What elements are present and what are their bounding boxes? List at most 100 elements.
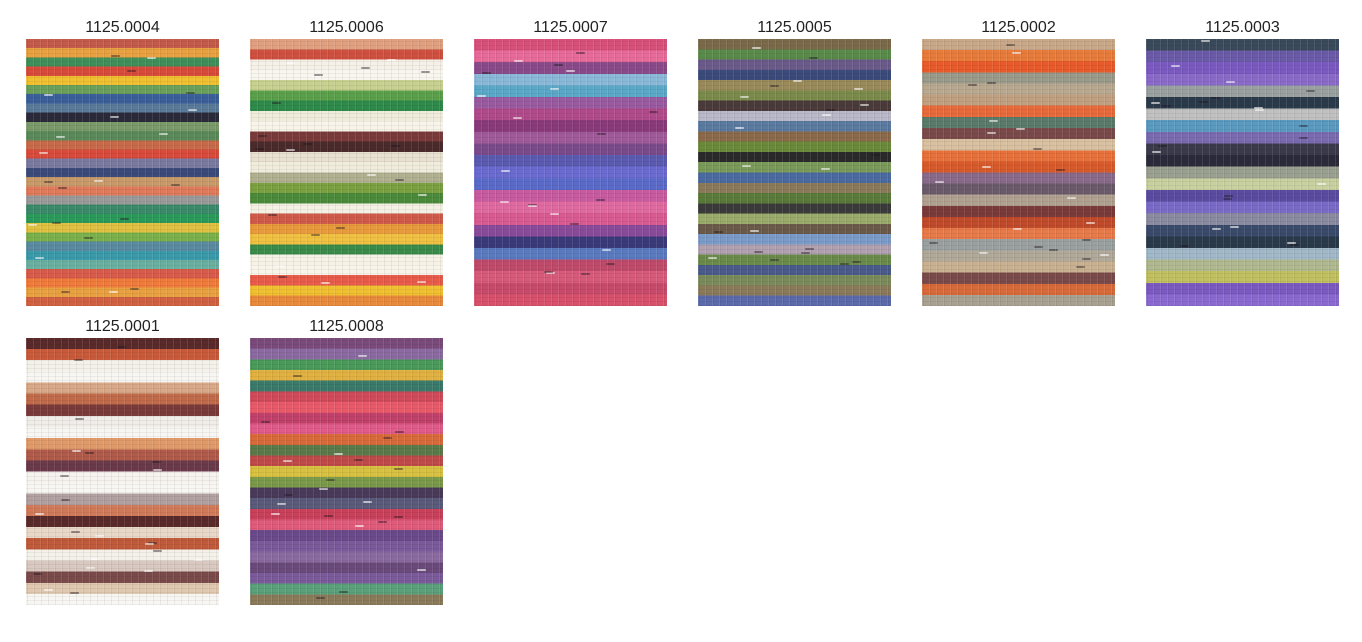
yarn-swatch-card[interactable]: 1125.0006	[250, 16, 443, 306]
fleck	[596, 199, 605, 201]
fleck	[989, 120, 998, 122]
fleck	[271, 513, 280, 515]
yarn-swatch-card[interactable]: 1125.0007	[474, 16, 667, 306]
fleck	[319, 488, 328, 490]
fleck	[1076, 266, 1085, 268]
fleck	[570, 223, 579, 225]
yarn-swatch-image[interactable]	[474, 39, 667, 306]
fleck	[1013, 228, 1022, 230]
fleck	[90, 558, 99, 560]
yarn-swatch-card[interactable]: 1125.0008	[250, 315, 443, 605]
fleck	[1012, 52, 1021, 54]
fleck	[1199, 101, 1208, 103]
swatch-code-label: 1125.0008	[309, 318, 384, 335]
fleck	[94, 180, 103, 182]
fleck	[153, 550, 162, 552]
fleck	[576, 52, 585, 54]
fleck	[268, 214, 277, 216]
fleck	[854, 88, 863, 90]
fleck	[127, 70, 136, 72]
fleck	[326, 479, 335, 481]
fleck	[60, 475, 69, 477]
fleck	[1306, 90, 1315, 92]
fleck	[367, 174, 376, 176]
yarn-swatch-image[interactable]	[26, 338, 219, 605]
fleck	[70, 592, 79, 594]
fleck	[293, 375, 302, 377]
yarn-swatch-card[interactable]: 1125.0005	[698, 16, 891, 306]
fleck	[144, 570, 153, 572]
fleck	[339, 591, 348, 593]
yarn-swatch-card[interactable]: 1125.0003	[1146, 16, 1339, 306]
color-bands	[922, 39, 1115, 306]
fleck	[987, 82, 996, 84]
fleck	[145, 543, 154, 545]
fleck	[261, 421, 270, 423]
fleck	[391, 145, 400, 147]
fleck	[482, 72, 491, 74]
fleck	[546, 272, 555, 274]
fleck	[311, 234, 320, 236]
fleck	[86, 567, 95, 569]
fleck	[117, 346, 126, 348]
yarn-swatch-image[interactable]	[250, 338, 443, 605]
fleck	[284, 494, 293, 496]
fleck	[1100, 254, 1109, 256]
fleck	[501, 170, 510, 172]
swatch-code-label: 1125.0007	[533, 19, 608, 36]
fleck	[1224, 195, 1233, 197]
fleck	[979, 252, 988, 254]
fleck	[1162, 105, 1171, 107]
fleck	[1230, 226, 1239, 228]
fleck	[130, 288, 139, 290]
yarn-swatch-image[interactable]	[922, 39, 1115, 306]
fleck	[742, 165, 751, 167]
knit-texture	[1146, 39, 1339, 306]
texture-flecks	[26, 39, 219, 306]
fleck	[417, 569, 426, 571]
texture-flecks	[474, 39, 667, 306]
fleck	[153, 469, 162, 471]
fleck	[1067, 197, 1076, 199]
fleck	[1211, 97, 1220, 99]
fleck	[394, 468, 403, 470]
yarn-swatch-image[interactable]	[1146, 39, 1339, 306]
fleck	[361, 67, 370, 69]
fleck	[171, 184, 180, 186]
yarn-swatch-card[interactable]: 1125.0004	[26, 16, 219, 306]
yarn-swatch-image[interactable]	[26, 39, 219, 306]
fleck	[35, 513, 44, 515]
fleck	[52, 222, 61, 224]
knit-texture	[250, 338, 443, 605]
color-bands	[474, 39, 667, 306]
fleck	[968, 84, 977, 86]
fleck	[354, 459, 363, 461]
texture-flecks	[26, 338, 219, 605]
texture-flecks	[250, 39, 443, 306]
yarn-swatch-image[interactable]	[698, 39, 891, 306]
fleck	[277, 503, 286, 505]
fleck	[159, 133, 168, 135]
texture-flecks	[250, 338, 443, 605]
fleck	[35, 257, 44, 259]
fleck	[752, 47, 761, 49]
fleck	[1317, 183, 1326, 185]
fleck	[987, 132, 996, 134]
fleck	[770, 259, 779, 261]
color-bands	[1146, 39, 1339, 306]
fleck	[61, 499, 70, 501]
fleck	[805, 248, 814, 250]
fleck	[982, 166, 991, 168]
fleck	[801, 252, 810, 254]
fleck	[272, 102, 281, 104]
yarn-swatch-card[interactable]: 1125.0001	[26, 315, 219, 605]
fleck	[33, 573, 42, 575]
yarn-swatch-card[interactable]: 1125.0002	[922, 16, 1115, 306]
fleck	[735, 127, 744, 129]
fleck	[383, 437, 392, 439]
yarn-swatch-image[interactable]	[250, 39, 443, 306]
fleck	[75, 418, 84, 420]
color-bands	[250, 338, 443, 605]
texture-flecks	[698, 39, 891, 306]
fleck	[111, 55, 120, 57]
